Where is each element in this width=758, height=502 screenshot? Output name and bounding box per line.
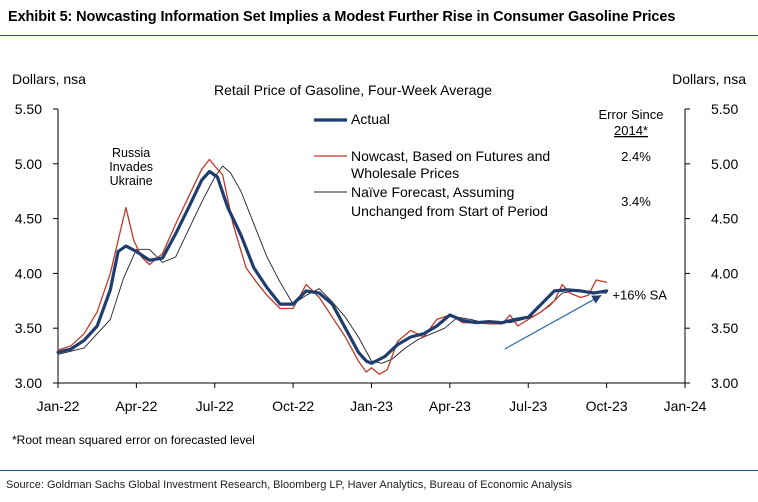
- y-tick-label-right: 5.00: [711, 156, 738, 172]
- title-rule: [0, 35, 758, 36]
- source-rule: [0, 470, 758, 471]
- series-line-actual: [56, 169, 609, 365]
- x-tick-label: Oct-22: [272, 398, 314, 414]
- y-tick-label-left: 4.00: [15, 265, 42, 281]
- y-tick-label-left: 3.00: [15, 375, 42, 391]
- legend-naive-label: Unchanged from Start of Period: [351, 203, 548, 219]
- x-tick-label: Oct-23: [586, 398, 628, 414]
- chart: Dollars, nsa Dollars, nsa Retail Price o…: [12, 71, 746, 414]
- x-tick-label: Jan-22: [37, 398, 80, 414]
- chart-title: Retail Price of Gasoline, Four-Week Aver…: [214, 82, 492, 98]
- legend-naive-error: 3.4%: [621, 194, 651, 209]
- x-tick-label: Jul-23: [509, 398, 547, 414]
- series-line-nowcast: [57, 158, 608, 375]
- legend-nowcast-error: 2.4%: [621, 149, 651, 164]
- legend-error-header: Error Since: [598, 107, 663, 122]
- annotation-russia-invades-ukraine: Invades: [109, 160, 153, 174]
- y-tick-label-left: 5.00: [15, 156, 42, 172]
- x-tick-label: Jan-24: [664, 398, 707, 414]
- x-tick-label: Apr-23: [429, 398, 471, 414]
- annotation-russia-invades-ukraine: Ukraine: [110, 174, 153, 188]
- left-axis-unit-label: Dollars, nsa: [12, 71, 86, 87]
- annotation-sa-growth: +16% SA: [612, 287, 667, 302]
- x-tick-label: Apr-22: [115, 398, 157, 414]
- trend-arrow-line: [504, 294, 602, 350]
- legend-actual-label: Actual: [351, 111, 390, 127]
- source-note: Source: Goldman Sachs Global Investment …: [6, 479, 572, 491]
- y-tick-label-left: 3.50: [15, 320, 42, 336]
- y-tick-label-right: 3.50: [711, 320, 738, 336]
- y-tick-label-right: 4.50: [711, 211, 738, 227]
- y-tick-label-left: 5.50: [15, 101, 42, 117]
- y-tick-label-right: 3.00: [711, 375, 738, 391]
- x-tick-label: Jul-22: [196, 398, 234, 414]
- footnote: *Root mean squared error on forecasted l…: [12, 433, 255, 447]
- legend-naive-label: Naïve Forecast, Assuming: [351, 184, 514, 200]
- trend-arrow-head: [591, 295, 602, 304]
- right-axis-unit-label: Dollars, nsa: [672, 71, 746, 87]
- legend-error-header: 2014*: [614, 123, 648, 138]
- legend-nowcast-label: Nowcast, Based on Futures and: [351, 148, 550, 164]
- x-tick-label: Jan-23: [350, 398, 393, 414]
- y-tick-label-left: 4.50: [15, 211, 42, 227]
- legend-nowcast-label: Wholesale Prices: [351, 165, 459, 181]
- series-line-naive: [57, 165, 608, 364]
- exhibit-title: Exhibit 5: Nowcasting Information Set Im…: [8, 9, 676, 25]
- annotation-russia-invades-ukraine: Russia: [112, 146, 150, 160]
- y-tick-label-right: 5.50: [711, 101, 738, 117]
- y-tick-label-right: 4.00: [711, 265, 738, 281]
